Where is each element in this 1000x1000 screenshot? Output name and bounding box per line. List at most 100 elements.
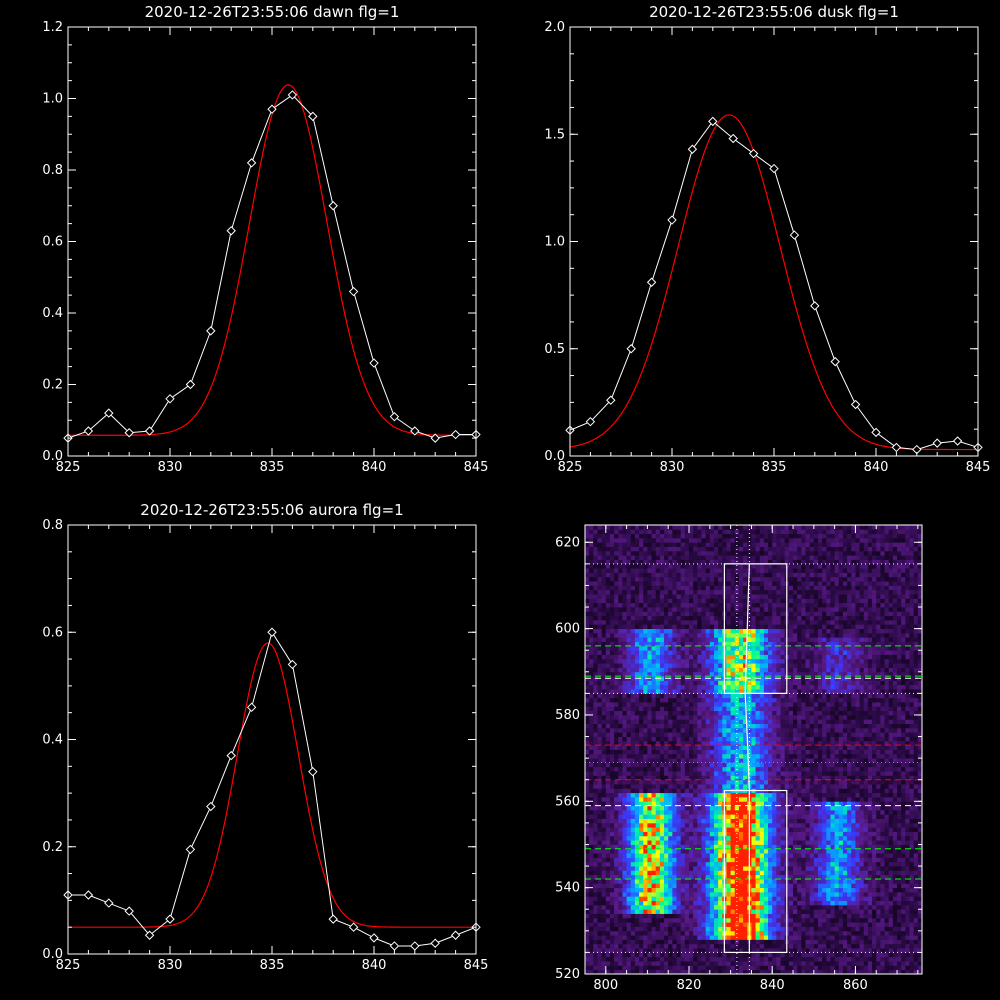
heatmap-pixel <box>684 861 690 867</box>
heatmap-pixel <box>713 723 719 729</box>
heatmap-pixel <box>601 835 607 841</box>
heatmap-pixel <box>672 697 677 703</box>
heatmap-pixel <box>639 689 644 694</box>
heatmap-pixel <box>622 913 627 919</box>
heatmap-pixel <box>743 952 748 958</box>
heatmap-pixel <box>722 529 727 535</box>
heatmap-pixel <box>705 844 711 850</box>
heatmap-pixel <box>601 576 607 582</box>
heatmap-pixel <box>689 866 694 871</box>
heatmap-pixel <box>609 581 615 586</box>
heatmap-pixel <box>751 568 756 573</box>
data-point <box>606 395 616 405</box>
heatmap-pixel <box>693 732 698 737</box>
heatmap-pixel <box>751 891 756 897</box>
heatmap-pixel <box>630 870 636 876</box>
heatmap-pixel <box>614 624 619 630</box>
heatmap-pixel <box>763 684 769 690</box>
heatmap-pixel <box>684 956 690 962</box>
heatmap-pixel <box>709 632 715 638</box>
heatmap-pixel <box>730 762 736 768</box>
heatmap-pixel <box>647 827 652 832</box>
heatmap-pixel <box>634 809 640 815</box>
heatmap-pixel <box>664 542 669 547</box>
heatmap-pixel <box>697 822 702 828</box>
heatmap-pixel <box>589 900 594 906</box>
heatmap-pixel <box>751 702 756 707</box>
heatmap-pixel <box>684 831 690 837</box>
heatmap-pixel <box>589 702 594 707</box>
heatmap-pixel <box>672 632 677 638</box>
heatmap-pixel <box>738 637 744 642</box>
heatmap-pixel <box>718 809 723 815</box>
heatmap-pixel <box>693 965 698 971</box>
heatmap-pixel <box>643 861 648 867</box>
heatmap-pixel <box>589 952 594 958</box>
heatmap-pixel <box>651 550 657 556</box>
heatmap-pixel <box>664 848 669 854</box>
heatmap-pixel <box>701 719 707 724</box>
heatmap-pixel <box>664 866 669 871</box>
heatmap-pixel <box>601 607 607 612</box>
heatmap-pixel <box>659 857 665 863</box>
heatmap-pixel <box>651 568 657 573</box>
heatmap-pixel <box>676 654 682 660</box>
heatmap-pixel <box>614 702 619 707</box>
heatmap-pixel <box>697 680 702 686</box>
heatmap-pixel <box>709 680 715 686</box>
heatmap-pixel <box>689 870 694 876</box>
heatmap-pixel <box>664 818 669 824</box>
heatmap-pixel <box>643 546 648 552</box>
heatmap-pixel <box>693 861 698 867</box>
heatmap-pixel <box>751 581 756 586</box>
heatmap-pixel <box>639 753 644 759</box>
heatmap-pixel <box>651 537 657 543</box>
heatmap-pixel <box>726 848 732 854</box>
heatmap-pixel <box>593 922 598 927</box>
heatmap-pixel <box>705 641 711 647</box>
heatmap-pixel <box>630 792 636 798</box>
heatmap-pixel <box>597 758 603 763</box>
heatmap-pixel <box>626 939 632 945</box>
heatmap-pixel <box>634 559 640 565</box>
heatmap-pixel <box>618 632 623 638</box>
heatmap-pixel <box>593 831 598 837</box>
heatmap-pixel <box>585 762 590 768</box>
heatmap-pixel <box>755 585 761 591</box>
heatmap-pixel <box>585 874 590 880</box>
heatmap-pixel <box>659 822 665 828</box>
heatmap-pixel <box>693 961 698 966</box>
heatmap-pixel <box>697 853 702 858</box>
heatmap-pixel <box>689 900 694 906</box>
heatmap-pixel <box>585 965 590 971</box>
heatmap-pixel <box>684 537 690 543</box>
heatmap-pixel <box>601 883 607 889</box>
heatmap-pixel <box>659 930 665 936</box>
heatmap-pixel <box>697 904 702 910</box>
heatmap-pixel <box>601 909 607 914</box>
heatmap-pixel <box>751 904 756 910</box>
data-point <box>308 766 318 777</box>
heatmap-pixel <box>763 965 769 971</box>
heatmap-pixel <box>730 559 736 565</box>
heatmap-pixel <box>601 537 607 543</box>
heatmap-pixel <box>713 844 719 850</box>
heatmap-pixel <box>634 697 640 703</box>
heatmap-pixel <box>609 861 615 867</box>
data-point <box>389 411 400 422</box>
heatmap-pixel <box>605 822 611 828</box>
heatmap-pixel <box>589 935 594 940</box>
heatmap-pixel <box>601 853 607 858</box>
heatmap-pixel <box>697 693 702 699</box>
heatmap-pixel <box>751 529 756 535</box>
heatmap-pixel <box>734 632 740 638</box>
heatmap-pixel <box>726 753 732 759</box>
heatmap-pixel <box>751 775 756 781</box>
heatmap-pixel <box>655 784 661 789</box>
heatmap-pixel <box>713 961 719 966</box>
heatmap-pixel <box>630 788 636 794</box>
heatmap-pixel <box>697 840 702 845</box>
heatmap-pixel <box>755 645 761 651</box>
heatmap-pixel <box>634 870 640 876</box>
heatmap-pixel <box>622 576 627 582</box>
